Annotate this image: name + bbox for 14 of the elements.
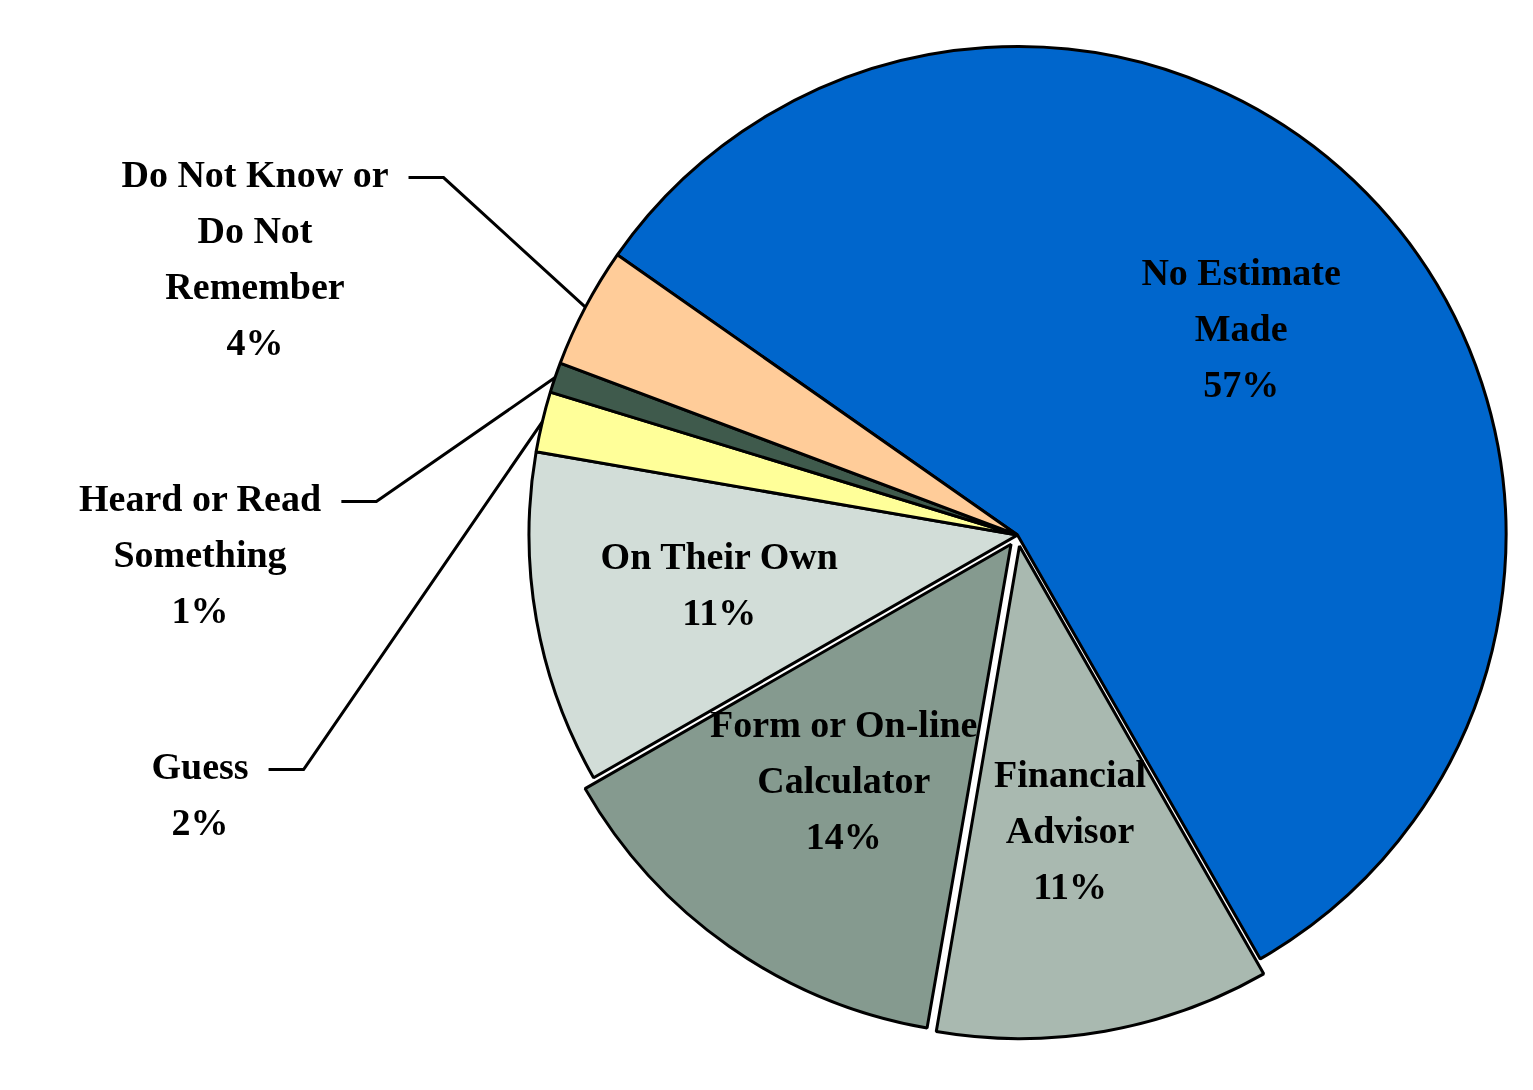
slice-label: Do Not Know or Do Not Remember xyxy=(121,153,389,308)
data-label: 2% xyxy=(171,801,229,844)
data-label: 1% xyxy=(171,589,229,632)
data-label: 11% xyxy=(1033,865,1108,908)
slice-label: Financial Advisor xyxy=(994,753,1147,852)
slice-label: Form or On-line Calculator xyxy=(710,702,978,801)
data-label: 14% xyxy=(805,814,882,857)
slice-label: No Estimate Made xyxy=(1141,250,1341,349)
data-label: 57% xyxy=(1203,362,1280,405)
data-label: 11% xyxy=(682,591,757,634)
slice-label: Guess xyxy=(151,745,249,788)
slice-label: Heard or Read Something xyxy=(78,477,322,576)
data-label: 4% xyxy=(226,321,284,364)
slice-label: On Their Own xyxy=(600,535,838,578)
